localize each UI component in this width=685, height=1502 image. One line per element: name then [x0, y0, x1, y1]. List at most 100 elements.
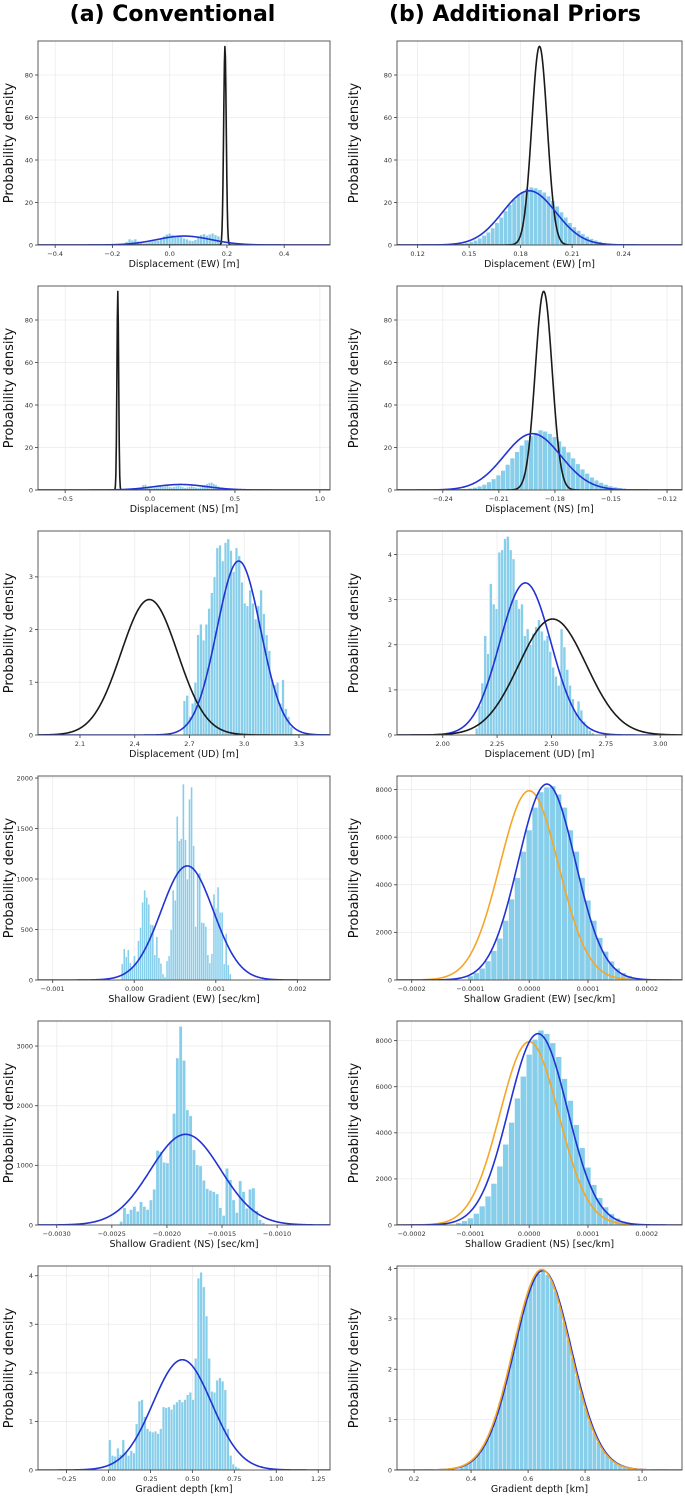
histogram-bar	[141, 901, 144, 980]
histogram-bar	[221, 1215, 226, 1225]
histogram-bar	[514, 451, 520, 490]
histogram-bar	[190, 786, 193, 980]
x-tick-label: 0.8	[580, 1475, 590, 1483]
histogram-bar	[548, 651, 552, 735]
x-tick-label: −0.0020	[153, 1230, 181, 1238]
histogram-bar	[532, 1277, 537, 1470]
histogram-bar	[490, 950, 498, 980]
plot-conv-shallow-gradient-ew: −0.001 0.000 0.001 0.002 0 500 1000 1500 2000 Sha…	[0, 765, 345, 1010]
histogram-bar	[537, 189, 543, 245]
histogram-bar	[185, 238, 189, 245]
histogram-bar	[222, 243, 226, 245]
histogram-bar	[201, 1180, 206, 1225]
plot-area	[38, 538, 330, 735]
histogram-bar	[129, 1209, 134, 1225]
y-tick-label: 2000	[375, 929, 392, 937]
x-tick-label: 0.12	[410, 250, 424, 258]
histogram-bar	[284, 708, 288, 735]
histogram-bar	[232, 571, 236, 735]
histogram-bar	[238, 1180, 243, 1225]
histogram-bar	[583, 1407, 589, 1470]
x-tick-label: −0.0001	[456, 1230, 484, 1238]
y-tick-label: 1500	[16, 825, 33, 833]
histogram-bar	[241, 1191, 246, 1225]
histogram-bar	[212, 1392, 217, 1470]
x-tick-label: 0.0000	[518, 985, 541, 993]
histogram-bar	[153, 954, 157, 980]
histogram-bar	[131, 967, 134, 980]
histogram-bar	[486, 232, 491, 245]
y-axis-label: Probability density	[2, 327, 17, 448]
histogram-bar	[149, 1199, 153, 1225]
x-tick-label: 0.15	[462, 250, 476, 258]
histogram-bar	[502, 920, 509, 980]
histogram-bar	[157, 957, 161, 980]
x-tick-label: 2.1	[75, 740, 85, 748]
histogram-bar	[153, 1430, 158, 1470]
histogram-bar	[531, 807, 539, 980]
histogram-bar	[576, 230, 581, 245]
curve-blue-posterior	[397, 1032, 682, 1225]
histogram-bar	[125, 1213, 130, 1225]
histogram-bar	[254, 618, 258, 735]
histogram-bar	[188, 798, 191, 980]
histogram-bar	[178, 1399, 182, 1470]
y-tick-label: 4000	[375, 1129, 392, 1137]
x-tick-label: 1.00	[269, 1475, 283, 1483]
histogram-bar	[202, 1286, 206, 1470]
plot-priors-shallow-gradient-ew: −0.0002 −0.0001 0.0000 0.0001 0.0002 0 2000 400…	[345, 765, 685, 1010]
histogram-bar	[120, 963, 124, 980]
histogram-bar	[270, 679, 274, 735]
x-tick-label: 0.6	[523, 1475, 533, 1483]
histogram-bar	[218, 912, 222, 980]
histogram-bar	[186, 1394, 190, 1470]
histogram-bar	[152, 1188, 157, 1225]
histogram-bar	[205, 1188, 210, 1225]
x-tick-label: 0.0002	[635, 1230, 658, 1238]
x-axis-label: Displacement (UD) [m]	[129, 749, 239, 760]
histogram-bar	[500, 470, 506, 490]
histogram-bar	[248, 589, 252, 735]
plot-area	[397, 783, 682, 980]
histogram-bar	[173, 899, 177, 980]
x-tick-label: 2.50	[544, 740, 558, 748]
curve-black-reference	[38, 598, 330, 735]
y-tick-label: 1000	[16, 875, 33, 883]
histogram-bar	[200, 922, 204, 980]
histogram-bar	[204, 926, 208, 980]
histogram-bar	[534, 626, 538, 735]
histogram-bar	[477, 237, 483, 245]
histogram-bar	[199, 1272, 203, 1470]
histogram-bar	[151, 924, 155, 980]
histogram-bar	[132, 1452, 136, 1470]
histogram-bar	[205, 235, 209, 245]
histogram-bar	[220, 912, 224, 980]
histogram-bar	[511, 558, 516, 735]
histogram-bar	[159, 1428, 163, 1470]
plot-border	[37, 530, 331, 736]
histogram-bar	[505, 464, 511, 490]
histogram-bar	[127, 949, 130, 980]
histogram-bar	[484, 1195, 492, 1225]
histogram-bar	[237, 555, 241, 735]
histogram-bar	[229, 550, 233, 735]
x-tick-label: 1.0	[637, 1475, 647, 1483]
x-tick-label: 2.7	[184, 740, 194, 748]
plot-border	[37, 775, 331, 981]
histogram-bar	[520, 1076, 527, 1225]
histogram-bar	[169, 1409, 174, 1470]
y-tick-label: 60	[25, 114, 33, 122]
histogram-bar	[182, 700, 187, 735]
y-tick-label: 4	[388, 1265, 392, 1273]
x-tick-label: 0.18	[513, 250, 527, 258]
y-tick-label: 80	[25, 71, 33, 79]
histogram-bar	[216, 886, 220, 980]
y-axis-label: Probability density	[347, 327, 362, 448]
histogram-bar	[229, 973, 232, 980]
histogram-bar	[162, 1162, 167, 1225]
histogram-bar	[502, 1144, 509, 1225]
plot-priors-displacement-ns: −0.24 −0.21 −0.18 −0.15 −0.12 0 20 40 60 80 Displa…	[345, 275, 685, 520]
histogram-bar	[218, 1207, 223, 1225]
histogram-bar	[167, 955, 171, 980]
